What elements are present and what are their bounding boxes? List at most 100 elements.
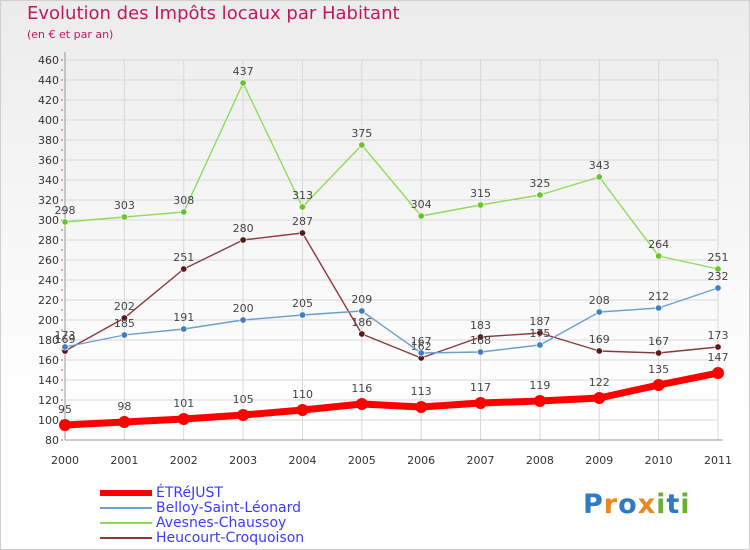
series-line xyxy=(64,232,719,359)
data-label: 105 xyxy=(233,393,254,406)
data-label: 191 xyxy=(173,311,194,324)
data-point xyxy=(712,367,724,379)
data-point xyxy=(358,330,366,338)
series-line xyxy=(64,287,719,354)
x-tick-label: 2008 xyxy=(526,454,554,467)
data-label: 167 xyxy=(648,335,669,348)
data-point xyxy=(477,333,485,341)
data-point xyxy=(593,392,606,404)
data-label: 95 xyxy=(58,403,72,416)
x-tick-label: 2002 xyxy=(170,454,198,467)
y-tick-label: 160 xyxy=(38,354,59,367)
series-2: 298 303 308 437 313 375 304 315 325 343 264 251 xyxy=(55,65,729,273)
legend-label: Heucourt-Croquoison xyxy=(156,530,305,546)
data-point xyxy=(536,329,544,337)
data-point xyxy=(177,413,190,425)
y-tick-label: 280 xyxy=(38,234,59,247)
data-point xyxy=(714,343,722,351)
data-point xyxy=(120,331,128,339)
data-label: 264 xyxy=(648,238,669,251)
data-point xyxy=(239,236,247,244)
data-label: 212 xyxy=(648,290,669,303)
data-point xyxy=(358,141,366,149)
data-point xyxy=(358,307,366,315)
y-tick-label: 140 xyxy=(38,374,59,387)
y-tick-label: 80 xyxy=(45,434,59,447)
data-point xyxy=(298,203,306,211)
data-point xyxy=(415,401,428,413)
data-point xyxy=(120,213,128,221)
legend-item: Heucourt-Croquoison xyxy=(100,530,360,547)
legend-item: ÉTRéJUST xyxy=(100,485,360,502)
data-label: 187 xyxy=(529,315,550,328)
data-label: 167 xyxy=(411,335,432,348)
x-tick-label: 2005 xyxy=(348,454,376,467)
legend-swatch xyxy=(100,522,152,524)
data-label: 113 xyxy=(411,385,432,398)
data-label: 251 xyxy=(708,251,729,264)
data-label: 168 xyxy=(470,334,491,347)
data-label: 298 xyxy=(55,204,76,217)
data-point xyxy=(655,252,663,260)
data-label: 169 xyxy=(55,333,76,346)
series-0: 95 98 101 105 110 116 113 117 119 122 135 147 xyxy=(58,351,729,431)
data-label: 173 xyxy=(55,329,76,342)
x-tick-label: 2004 xyxy=(288,454,316,467)
legend-swatch xyxy=(100,490,152,496)
data-point xyxy=(61,218,69,226)
x-axis-ticks: 2000 2001 2002 2003 2004 2005 2006 2007 2008 2009… xyxy=(51,454,732,467)
data-point xyxy=(477,201,485,209)
data-label: 183 xyxy=(470,319,491,332)
series-1: 173 185 191 200 205 209 167 168 175 208 212 232 xyxy=(55,270,729,357)
legend-item: Belloy-Saint-Léonard xyxy=(100,500,360,517)
data-point xyxy=(61,343,69,351)
y-tick-label: 340 xyxy=(38,174,59,187)
proxiti-logo: Proxiti xyxy=(583,489,691,520)
data-point xyxy=(595,347,603,355)
y-tick-label: 220 xyxy=(38,294,59,307)
data-point xyxy=(239,316,247,324)
y-tick-label: 240 xyxy=(38,274,59,287)
series-line xyxy=(64,82,719,270)
data-point xyxy=(417,212,425,220)
data-label: 313 xyxy=(292,189,313,202)
data-label: 205 xyxy=(292,297,313,310)
data-point xyxy=(180,265,188,273)
y-tick-label: 200 xyxy=(38,314,59,327)
axes xyxy=(61,52,723,441)
y-tick-label: 180 xyxy=(38,334,59,347)
grid xyxy=(64,59,719,441)
y-tick-label: 320 xyxy=(38,194,59,207)
y-tick-label: 380 xyxy=(38,134,59,147)
data-label: 232 xyxy=(708,270,729,283)
x-tick-label: 2007 xyxy=(467,454,495,467)
data-point xyxy=(59,419,71,431)
data-label: 186 xyxy=(351,316,372,329)
data-label: 287 xyxy=(292,215,313,228)
data-label: 208 xyxy=(589,294,610,307)
data-label: 122 xyxy=(589,376,610,389)
data-point xyxy=(474,397,487,409)
y-tick-label: 100 xyxy=(38,414,59,427)
y-axis-ticks: 80 100 120 140 160 180 200 220 240 260 280 300 320 34… xyxy=(38,54,59,447)
x-tick-label: 2009 xyxy=(585,454,613,467)
data-point xyxy=(655,349,663,357)
data-label: 119 xyxy=(529,379,550,392)
data-point xyxy=(655,304,663,312)
data-point xyxy=(595,173,603,181)
x-tick-label: 2001 xyxy=(110,454,138,467)
data-point xyxy=(298,229,306,237)
y-tick-label: 300 xyxy=(38,214,59,227)
data-label: 325 xyxy=(529,177,550,190)
data-label: 202 xyxy=(114,300,135,313)
data-point xyxy=(652,379,665,391)
data-point xyxy=(714,265,722,273)
data-point xyxy=(296,404,309,416)
data-label: 135 xyxy=(648,363,669,376)
data-point xyxy=(298,311,306,319)
series-group: 298 303 308 437 313 375 304 315 325 343 264 251 169 2… xyxy=(55,65,729,431)
data-point xyxy=(239,79,247,87)
data-point xyxy=(536,191,544,199)
